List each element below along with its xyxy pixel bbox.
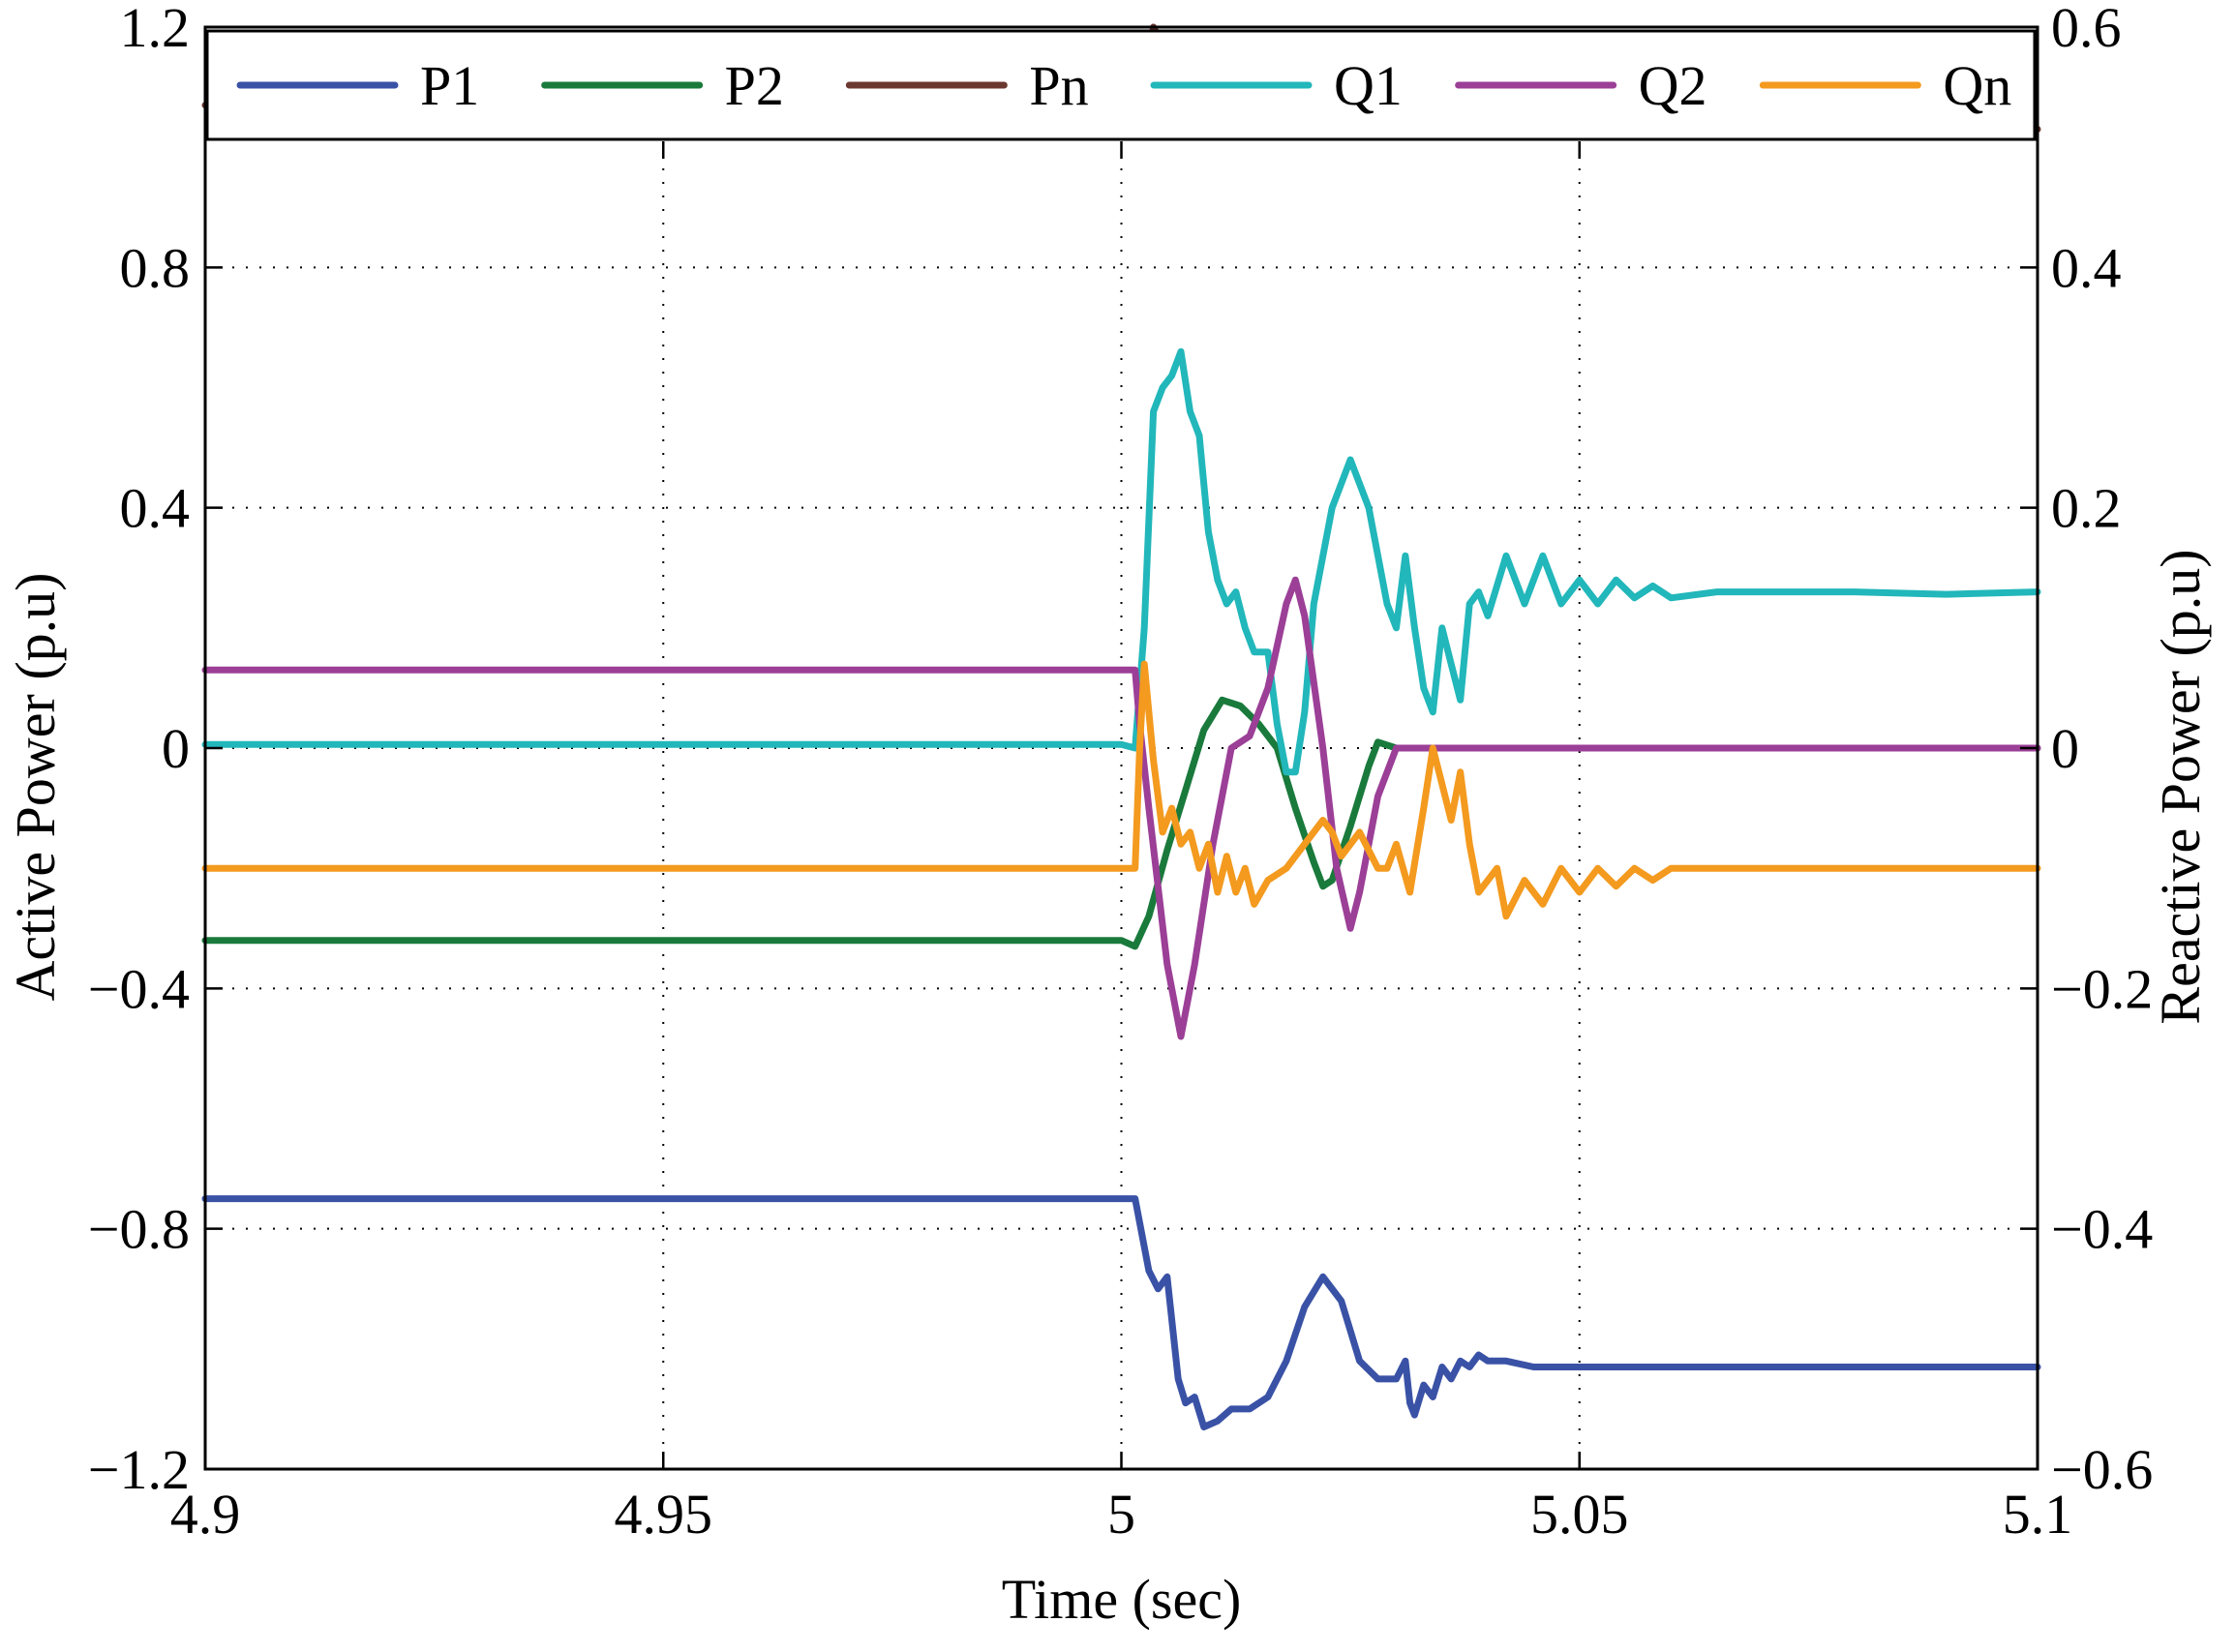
series-line-p2 (201, 696, 2041, 950)
x-tick-label: 5 (1107, 1483, 1135, 1546)
y-right-tick-label: 0.2 (2051, 477, 2122, 540)
y-left-tick-label: −0.4 (88, 957, 190, 1020)
y-right-tick-label: −0.2 (2051, 957, 2153, 1020)
legend-label-p1: P1 (420, 54, 479, 117)
legend-label-p2: P2 (725, 54, 784, 117)
legend-label-q2: Q2 (1639, 54, 1707, 117)
legend-label-pn: Pn (1029, 54, 1088, 117)
y-left-tick-label: 0 (162, 717, 190, 780)
legend-label-qn: Qn (1943, 54, 2011, 117)
y-right-tick-label: 0.4 (2051, 236, 2122, 299)
y-left-tick-label: 0.8 (120, 236, 191, 299)
y-left-tick-label: 0.4 (120, 477, 191, 540)
series-line-q2 (201, 576, 2041, 1040)
y-right-tick-label: 0.6 (2051, 0, 2122, 59)
series-line-q1 (201, 347, 2041, 776)
y-left-tick-label: −1.2 (88, 1438, 190, 1501)
y-axis-left-title: Active Power (p.u) (4, 573, 67, 1002)
y-axis-right-title: Reactive Power (p.u) (2149, 549, 2212, 1024)
y-left-tick-label: 1.2 (120, 0, 191, 59)
legend-label-q1: Q1 (1334, 54, 1403, 117)
x-tick-label: 5.1 (2003, 1483, 2073, 1546)
y-right-tick-label: −0.4 (2051, 1198, 2153, 1261)
x-tick-label: 4.9 (170, 1483, 241, 1546)
y-left-tick-label: −0.8 (88, 1198, 190, 1261)
legend-box (205, 29, 2037, 141)
grid (205, 26, 2038, 1469)
y-right-tick-label: 0 (2051, 717, 2079, 780)
y-right-tick-label: −0.6 (2051, 1438, 2153, 1501)
ticks (203, 25, 2039, 1471)
series-line-qn (201, 660, 2041, 920)
x-axis-title: Time (sec) (1002, 1568, 1242, 1631)
x-tick-label: 4.95 (615, 1483, 713, 1546)
x-tick-label: 5.05 (1530, 1483, 1629, 1546)
series-line-p1 (201, 1195, 2041, 1430)
tick-labels: 4.9 4.95 5 5.05 5.1 −1.2 −0.8 −0.4 0 0.4 0.8 1.2 −0.… (88, 0, 2153, 1546)
legend: P1 P2 Pn Q1 Q2 Qn (205, 29, 2037, 141)
